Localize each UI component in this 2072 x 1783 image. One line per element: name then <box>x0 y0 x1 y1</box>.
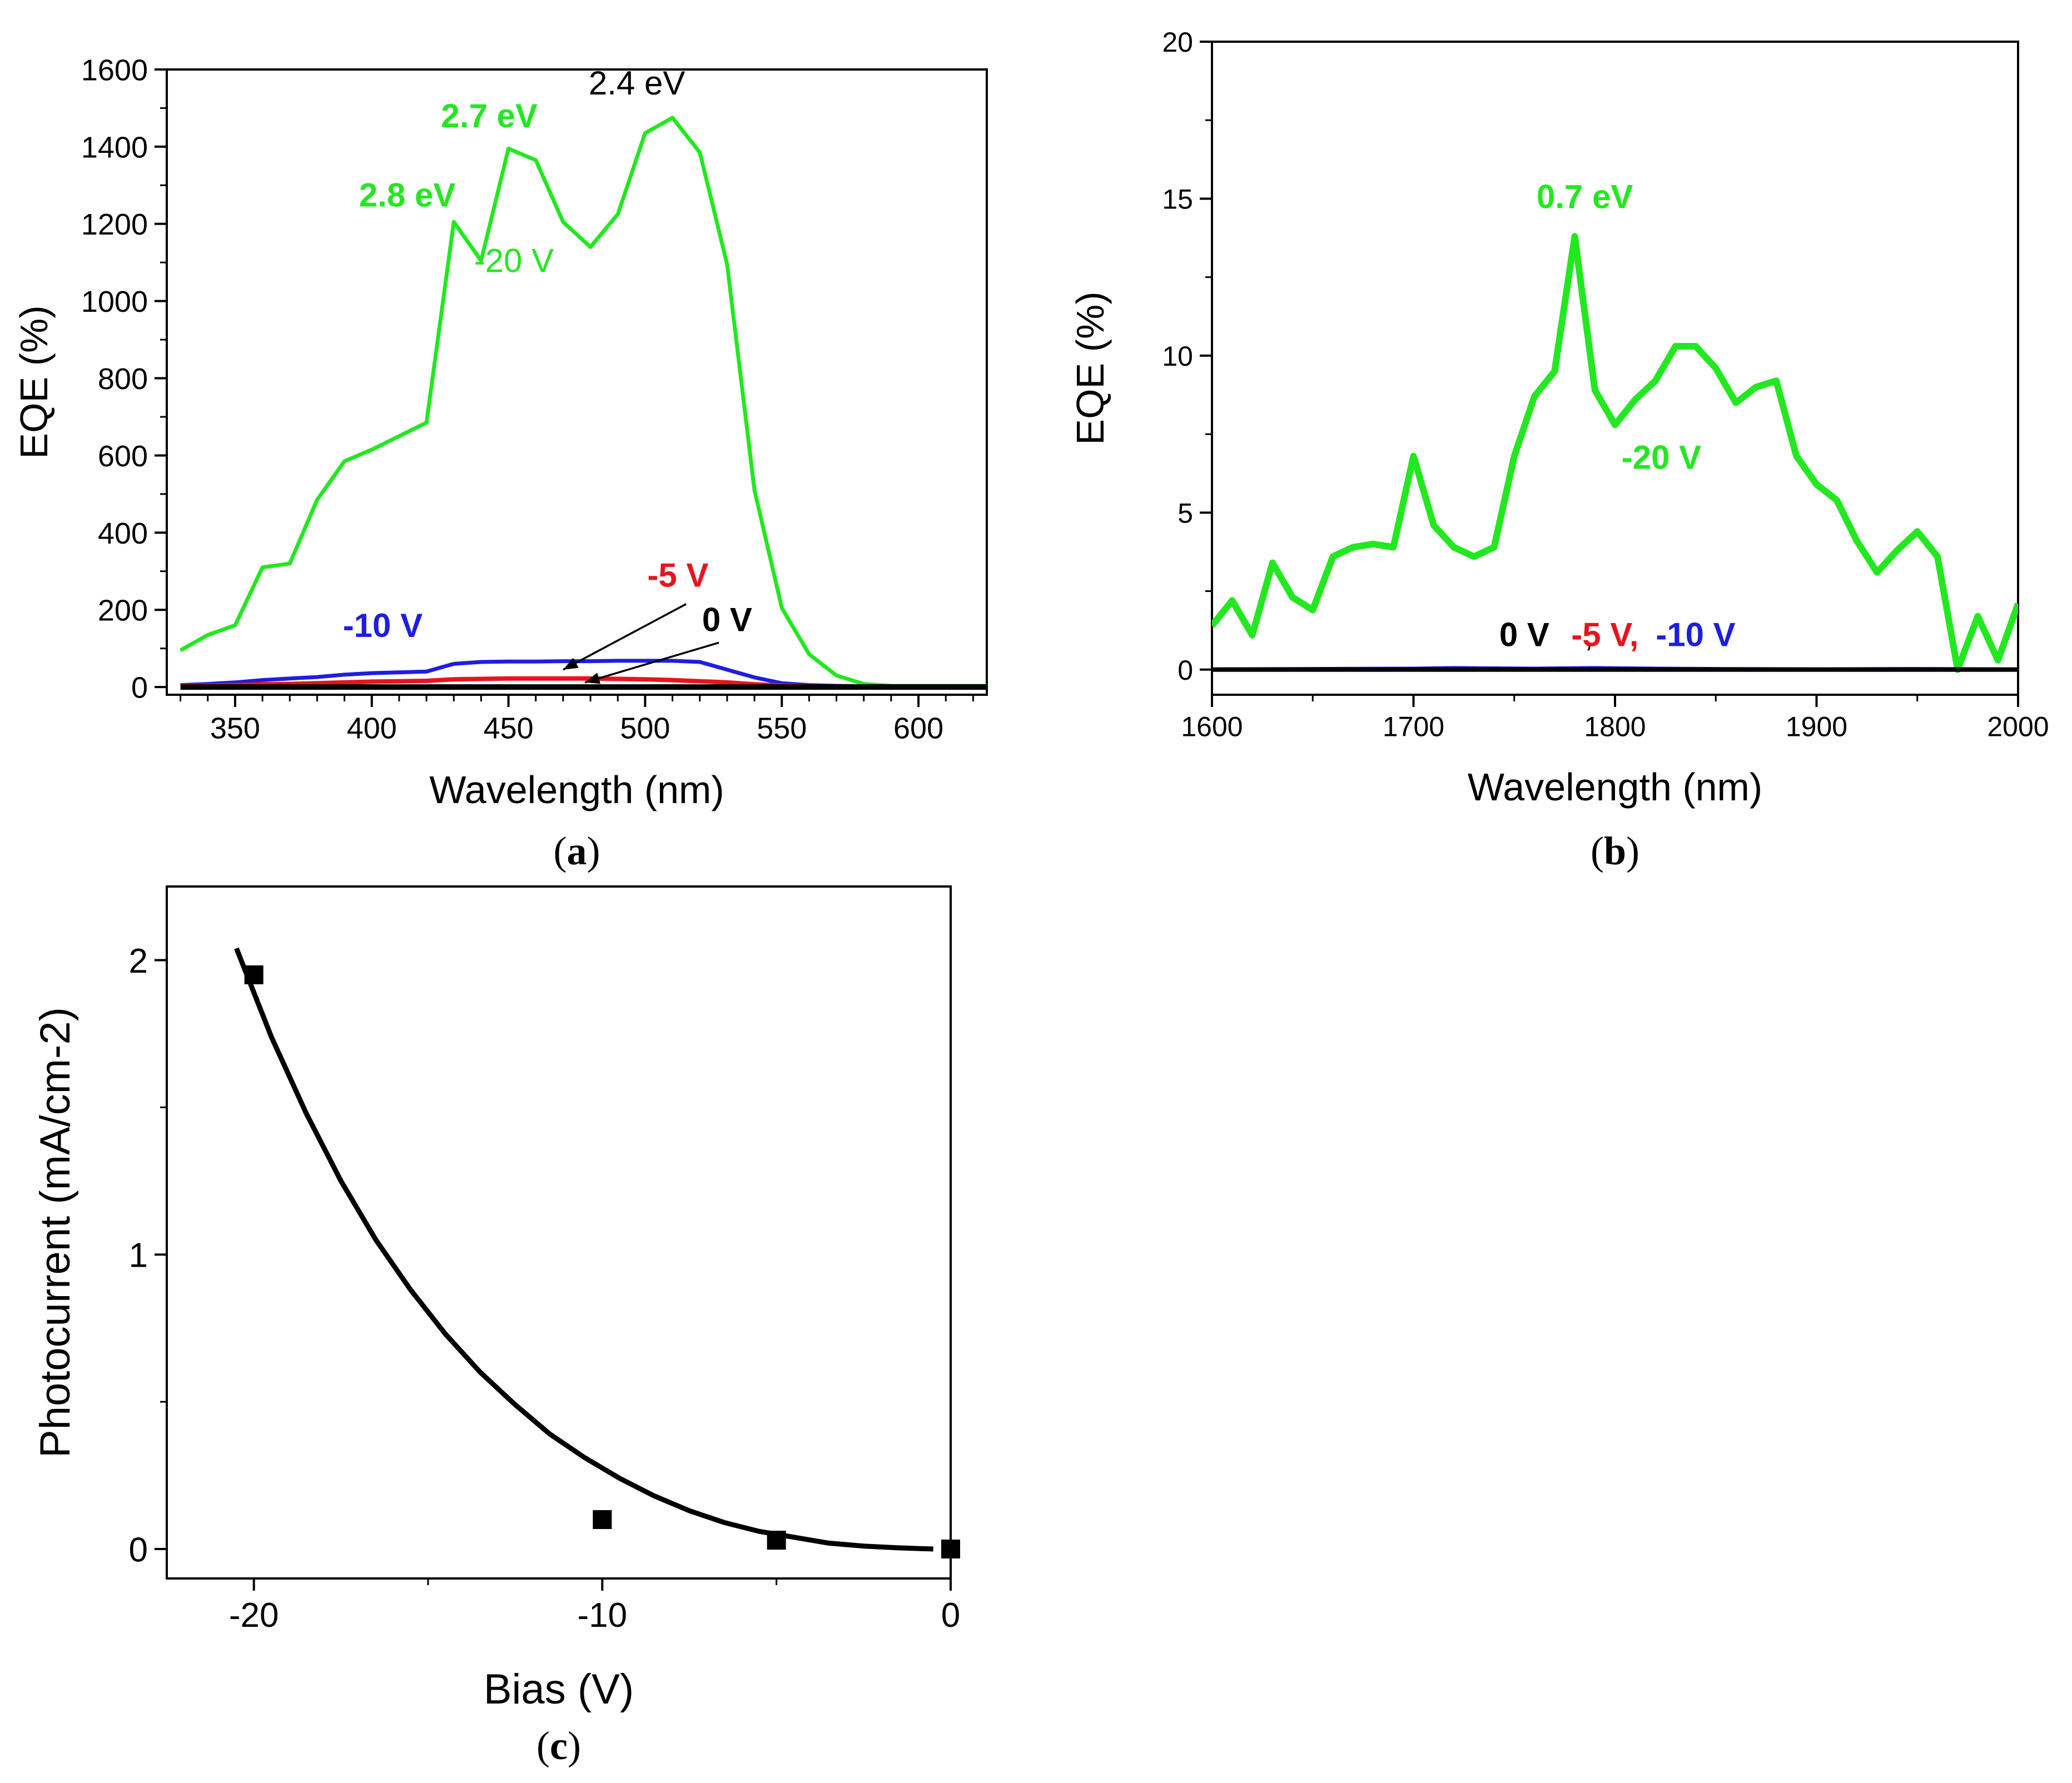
panel-caption: (c) <box>536 1724 581 1768</box>
annotation-label: -10 V <box>1656 616 1735 653</box>
annotation-arrow <box>584 641 719 684</box>
x-axis-label: Bias (V) <box>484 1666 634 1713</box>
x-tick-label: 400 <box>347 712 397 745</box>
y-tick-label: 800 <box>98 362 148 396</box>
y-tick-label: 1400 <box>81 131 148 164</box>
data-point <box>593 1510 612 1530</box>
annotation-label: 0.7 eV <box>1537 178 1633 215</box>
panel-c-photocurrent-vs-bias: -20 -10 0 0 1 2 Bias (V) Photocurrent (mA/cm-2)… <box>32 885 960 1768</box>
annotation-arrow <box>563 603 687 671</box>
y-tick-label: 1000 <box>81 285 148 318</box>
annotation-arrow-head <box>585 673 601 684</box>
x-tick-label: 350 <box>210 712 260 745</box>
plot-area <box>1212 233 2018 673</box>
annotation-label: 0 V <box>702 601 752 638</box>
y-tick-label: 600 <box>98 440 148 473</box>
y-tick-label: 200 <box>98 594 148 627</box>
y-tick-label: 10 <box>1162 341 1193 372</box>
data-point <box>767 1531 786 1550</box>
x-tick-label: 2000 <box>1987 711 2049 743</box>
y-axis-label: EQE (%) <box>1069 291 1112 445</box>
x-tick-label: 1900 <box>1786 711 1847 743</box>
annotation-label: -10 V <box>343 607 423 644</box>
data-point <box>941 1540 960 1559</box>
annotation-label: -5 V <box>647 557 708 594</box>
annotation-label: -20 V <box>1622 439 1701 476</box>
y-tick-label: 5 <box>1177 497 1193 529</box>
x-tick-label: 600 <box>893 712 943 745</box>
y-tick-label: 0 <box>131 671 148 705</box>
y-tick-label: 400 <box>98 517 148 550</box>
plot-frame <box>1211 41 2019 696</box>
annotation-arrow-head <box>563 658 579 670</box>
annotation-label: 2.4 eV <box>589 64 685 102</box>
y-tick-label: 15 <box>1162 183 1193 215</box>
panel-caption: (b) <box>1591 829 1639 873</box>
y-tick-label: 0 <box>129 1531 148 1569</box>
y-tick-label: 1 <box>129 1237 148 1275</box>
x-tick-label: 1700 <box>1383 711 1444 743</box>
panel-caption: (a) <box>554 829 600 873</box>
series-line-neg20V <box>1212 233 2018 673</box>
y-tick-label: 1200 <box>81 208 148 241</box>
fit-curve <box>234 947 933 1552</box>
panel-a-eqe-visible: 350 400 450 500 550 600 0 200 400 600 800 1000 1200 1… <box>12 53 988 873</box>
x-tick-label: 1800 <box>1584 711 1646 743</box>
y-tick-label: 0 <box>1177 655 1193 686</box>
y-tick-label: 2 <box>129 942 148 980</box>
plot-area <box>179 116 987 690</box>
x-axis-label: Wavelength (nm) <box>429 768 724 811</box>
x-tick-label: 1600 <box>1181 711 1243 743</box>
panel-b-eqe-infrared: 1600 1700 1800 1900 2000 0 5 10 15 20 Wavelength (… <box>1069 27 2049 873</box>
x-tick-label: 0 <box>941 1596 960 1635</box>
annotation-label: 0 V <box>1499 616 1549 653</box>
x-tick-label: -20 <box>229 1596 279 1635</box>
x-tick-label: 550 <box>757 712 807 745</box>
y-tick-label: 1600 <box>81 53 148 87</box>
annotation-label: 2.7 eV <box>441 97 537 135</box>
x-tick-label: 450 <box>484 712 534 745</box>
y-tick-label: 20 <box>1162 27 1193 58</box>
annotation-label: -5 V, <box>1571 616 1638 653</box>
annotation-label: , <box>1584 616 1594 653</box>
x-tick-label: -10 <box>578 1596 628 1635</box>
x-axis-label: Wavelength (nm) <box>1468 765 1762 809</box>
plot-frame <box>166 885 952 1580</box>
x-tick-label: 500 <box>620 712 670 745</box>
y-axis-label: EQE (%) <box>12 305 56 459</box>
data-point <box>244 965 264 984</box>
plot-frame <box>166 68 988 696</box>
y-axis-label: Photocurrent (mA/cm-2) <box>32 1007 79 1458</box>
annotation-label: 2.8 eV <box>359 177 455 214</box>
annotation-label: -20 V <box>474 242 554 280</box>
series-line-neg20V <box>179 116 987 688</box>
